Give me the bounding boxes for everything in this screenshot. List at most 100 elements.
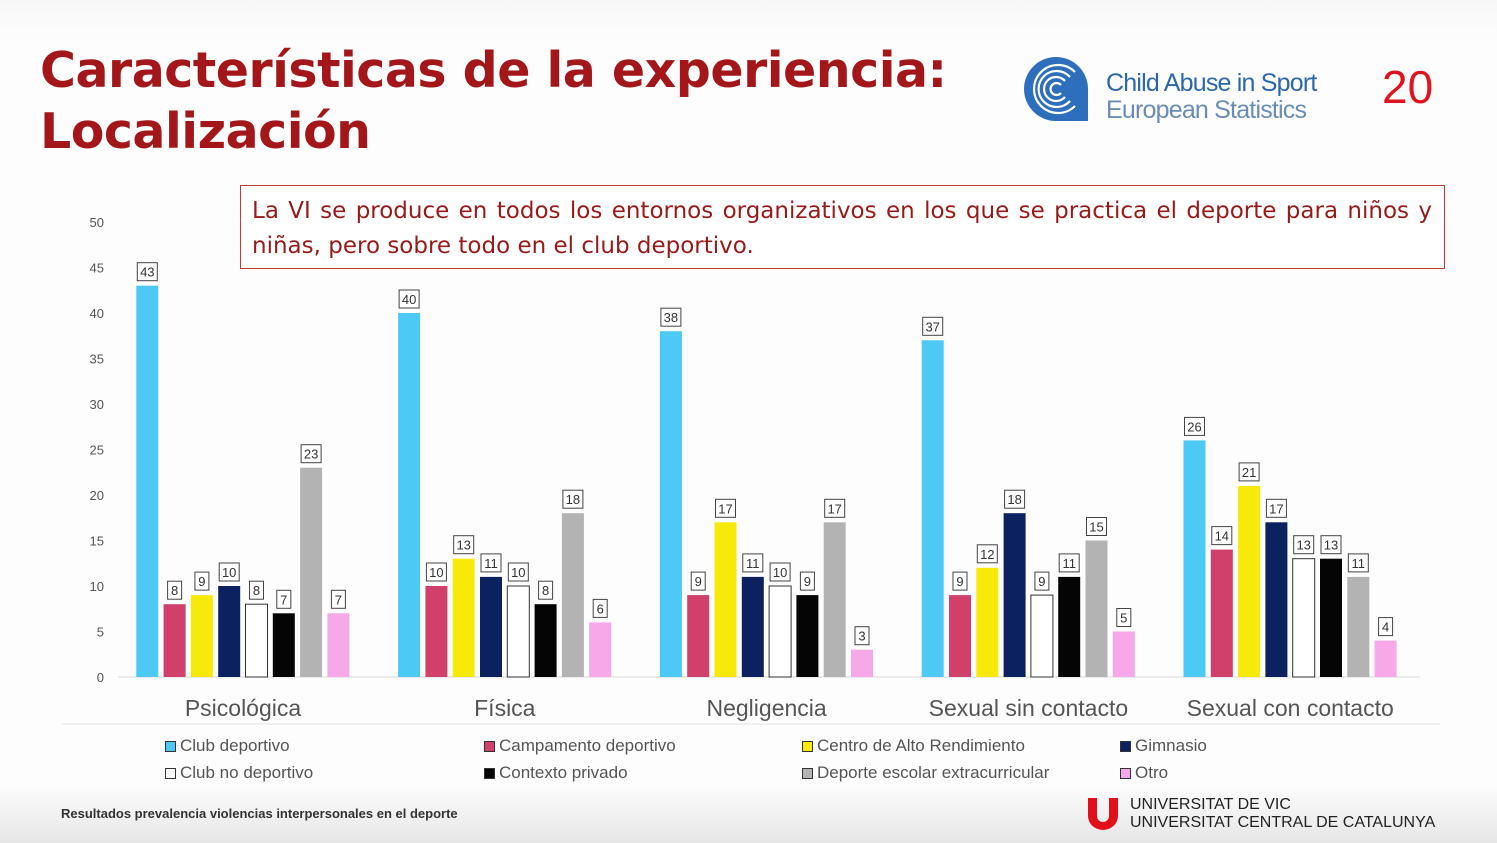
data-label-box xyxy=(592,598,608,618)
data-label-box xyxy=(507,562,529,582)
data-label-box xyxy=(425,562,447,582)
legend-item: Club no deportivo xyxy=(165,763,313,783)
data-label-box xyxy=(1320,535,1342,555)
y-tick-label: 40 xyxy=(90,306,104,321)
data-label: 4 xyxy=(1382,620,1389,635)
bar xyxy=(300,467,323,677)
data-label: 10 xyxy=(773,565,787,580)
category-label: Negligencia xyxy=(706,695,826,721)
data-label: 38 xyxy=(664,310,678,325)
data-label: 9 xyxy=(1038,574,1045,589)
bar xyxy=(1238,485,1261,677)
y-tick-label: 50 xyxy=(90,215,104,230)
y-tick-label: 10 xyxy=(90,579,104,594)
legend-label: Club no deportivo xyxy=(180,763,314,782)
data-label: 43 xyxy=(140,265,154,280)
title-line-1: Características de la experiencia: xyxy=(40,42,947,99)
data-label: 9 xyxy=(198,574,205,589)
legend-label: Deporte escolar extracurricular xyxy=(817,763,1050,782)
y-tick-label: 5 xyxy=(97,625,104,640)
slide-title: Características de la experiencia: Local… xyxy=(40,40,947,162)
bar xyxy=(1112,631,1135,677)
bar xyxy=(398,313,421,677)
data-label: 5 xyxy=(1120,611,1127,626)
data-label-box xyxy=(1238,462,1260,482)
data-label: 17 xyxy=(718,501,732,516)
legend-item: Club deportivo xyxy=(165,736,290,756)
legend-swatch xyxy=(1120,740,1131,752)
data-label-box xyxy=(300,444,322,464)
bar xyxy=(1183,440,1206,677)
data-label: 10 xyxy=(429,565,443,580)
data-label-box xyxy=(167,580,183,600)
bar xyxy=(218,586,241,677)
data-label-box xyxy=(1034,571,1050,591)
data-label-box xyxy=(922,316,944,336)
legend-label: Club deportivo xyxy=(180,736,290,755)
category-label: Sexual sin contacto xyxy=(929,695,1128,721)
bar xyxy=(1058,576,1081,677)
bar xyxy=(714,522,737,677)
bar xyxy=(851,649,873,677)
callout-box: La VI se produce en todos los entornos o… xyxy=(240,185,1445,269)
bar xyxy=(245,603,268,678)
bar xyxy=(136,285,159,677)
category-label: Sexual con contacto xyxy=(1187,695,1394,721)
y-tick-label: 20 xyxy=(90,488,104,503)
data-label-box xyxy=(1265,498,1287,518)
logo-text: Child Abuse in Sport European Statistics xyxy=(1106,70,1317,124)
bar xyxy=(1003,513,1026,677)
legend-swatch xyxy=(484,740,495,752)
legend-item: Gimnasio xyxy=(1120,736,1207,756)
bar xyxy=(561,513,584,677)
data-label-box xyxy=(136,262,158,282)
legend-swatch xyxy=(1120,767,1131,779)
bar xyxy=(1030,594,1054,678)
data-label-box xyxy=(715,498,736,518)
y-tick-label: 45 xyxy=(90,261,104,276)
data-label: 8 xyxy=(171,583,178,598)
data-label-box xyxy=(398,289,420,309)
data-label-box xyxy=(276,589,292,609)
y-tick-label: 25 xyxy=(90,443,104,458)
bar xyxy=(327,613,350,677)
legend-item: Deporte escolar extracurricular xyxy=(802,763,1049,783)
y-tick-label: 35 xyxy=(90,352,104,367)
bar xyxy=(1320,558,1342,677)
data-label-box xyxy=(1086,517,1107,536)
bar xyxy=(589,622,612,677)
data-label: 11 xyxy=(1062,556,1076,571)
legend-label: Campamento deportivo xyxy=(499,736,676,755)
bar xyxy=(506,585,530,678)
data-label-box xyxy=(824,498,846,518)
data-label: 17 xyxy=(827,501,841,516)
data-label: 13 xyxy=(456,538,470,553)
data-label-box xyxy=(1378,617,1394,637)
data-label-box xyxy=(453,535,475,555)
legend-swatch xyxy=(802,740,813,752)
legend-swatch xyxy=(165,740,176,752)
data-label-box xyxy=(1184,416,1205,436)
data-label: 11 xyxy=(484,556,498,571)
data-label: 18 xyxy=(1007,492,1021,507)
title-line-2: Localización xyxy=(40,103,371,160)
bar xyxy=(272,613,295,677)
data-label: 37 xyxy=(925,319,939,334)
logo-line-2: European Statistics xyxy=(1106,96,1307,124)
legend-label: Gimnasio xyxy=(1135,736,1207,755)
child-abuse-sport-logo-icon xyxy=(1024,57,1088,121)
bar xyxy=(1374,640,1397,677)
bar xyxy=(534,604,557,677)
data-label-box xyxy=(742,553,764,573)
data-label: 13 xyxy=(1296,538,1310,553)
data-label: 23 xyxy=(304,447,318,462)
data-label: 17 xyxy=(1269,501,1283,516)
bar xyxy=(659,331,682,677)
data-label: 21 xyxy=(1242,465,1256,480)
data-label: 11 xyxy=(746,556,760,571)
data-label-box xyxy=(799,571,815,591)
bar xyxy=(949,595,971,677)
legend-swatch xyxy=(165,767,176,779)
bar xyxy=(425,586,448,677)
